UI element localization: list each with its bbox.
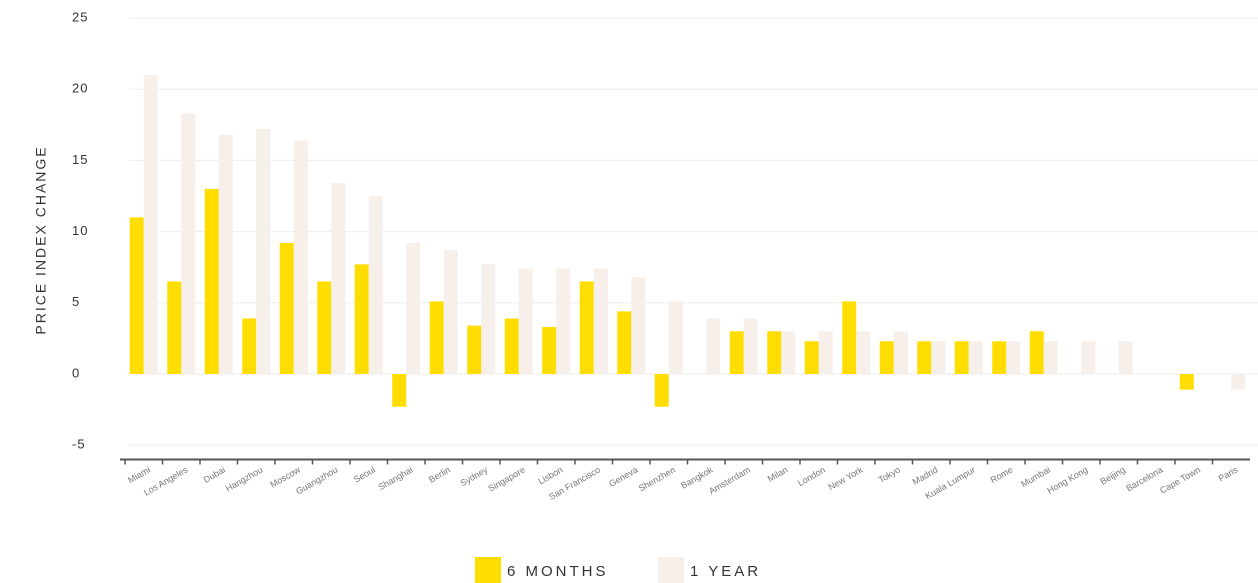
bar	[181, 113, 196, 375]
legend-label: 6 MONTHS	[507, 563, 609, 580]
x-tick-label: Rome	[989, 465, 1015, 486]
x-tick-label: Madrid	[911, 465, 940, 487]
bar	[518, 268, 533, 374]
y-tick-label: -5	[72, 437, 86, 452]
bar	[481, 264, 496, 374]
bar	[129, 217, 144, 374]
y-tick-label: 0	[72, 365, 80, 380]
bar	[729, 331, 744, 374]
x-tick-label: Shanghai	[376, 465, 414, 493]
bar	[954, 341, 969, 374]
y-axis-label: PRICE INDEX CHANGE	[33, 145, 49, 334]
x-tick-label: Tokyo	[877, 465, 902, 485]
bar	[1043, 341, 1058, 374]
bar	[331, 183, 346, 374]
x-tick-label: New York	[827, 464, 865, 492]
y-tick-label: 5	[72, 294, 80, 309]
bar	[893, 331, 908, 374]
bar	[504, 318, 519, 374]
bar	[368, 196, 383, 374]
bar	[542, 327, 557, 374]
bar	[818, 331, 833, 374]
bar	[392, 374, 407, 407]
bar	[931, 341, 946, 374]
bar	[406, 242, 421, 374]
y-tick-label: 10	[72, 223, 88, 238]
x-tick-label: Miami	[126, 465, 152, 486]
x-tick-label: Dubai	[202, 465, 227, 485]
bar	[879, 341, 894, 374]
bar	[218, 134, 233, 374]
bar	[842, 301, 857, 374]
bar	[781, 331, 796, 374]
bar	[617, 311, 632, 374]
bar	[767, 331, 782, 374]
x-tick-label: Cape Town	[1158, 465, 1202, 496]
x-tick-label: Milan	[766, 465, 790, 484]
x-tick-label: Singapore	[486, 465, 527, 494]
legend-swatch	[475, 557, 501, 583]
bar	[167, 281, 182, 374]
bar	[293, 140, 308, 374]
x-tick-label: Hangzhou	[224, 465, 265, 494]
x-tick-label: London	[796, 465, 827, 489]
x-tick-label: Beijing	[1099, 465, 1127, 487]
x-tick-label: Hong Kong	[1045, 465, 1089, 496]
x-tick-label: Shenzhen	[637, 465, 677, 494]
bar	[654, 374, 669, 407]
bar	[467, 325, 482, 374]
bar	[1118, 341, 1133, 374]
x-tick-label: Guangzhou	[294, 465, 339, 497]
bar	[429, 301, 444, 374]
bar	[856, 331, 871, 374]
bar	[631, 277, 646, 374]
bar	[668, 301, 683, 374]
bar	[204, 188, 219, 374]
legend-label: 1 YEAR	[690, 563, 761, 580]
bar	[143, 74, 158, 375]
bar	[593, 268, 608, 374]
bar	[706, 318, 721, 374]
y-tick-label: 25	[72, 9, 88, 24]
bar	[443, 250, 458, 374]
bar	[1179, 374, 1194, 390]
bar	[579, 281, 594, 374]
bar	[1006, 341, 1021, 374]
x-tick-label: Berlin	[427, 465, 452, 485]
y-tick-label: 15	[72, 152, 88, 167]
bar	[256, 129, 271, 374]
bar	[1231, 374, 1246, 390]
bar	[242, 318, 257, 374]
bar	[317, 281, 332, 374]
bar	[917, 341, 932, 374]
bar	[279, 242, 294, 374]
x-tick-label: Amsterdam	[707, 465, 752, 497]
x-tick-label: Sydney	[458, 464, 489, 488]
bar	[1081, 341, 1096, 374]
bar	[743, 318, 758, 374]
bar	[556, 268, 571, 374]
x-tick-label: Paris	[1217, 464, 1240, 483]
x-tick-label: Seoul	[352, 465, 377, 485]
bar	[968, 341, 983, 374]
bar	[992, 341, 1007, 374]
bar	[354, 264, 369, 374]
bar	[1029, 331, 1044, 374]
bar	[804, 341, 819, 374]
legend-swatch	[658, 557, 684, 583]
x-tick-label: Geneva	[607, 465, 639, 489]
x-tick-label: Lisbon	[536, 465, 564, 487]
y-tick-label: 20	[72, 81, 88, 96]
